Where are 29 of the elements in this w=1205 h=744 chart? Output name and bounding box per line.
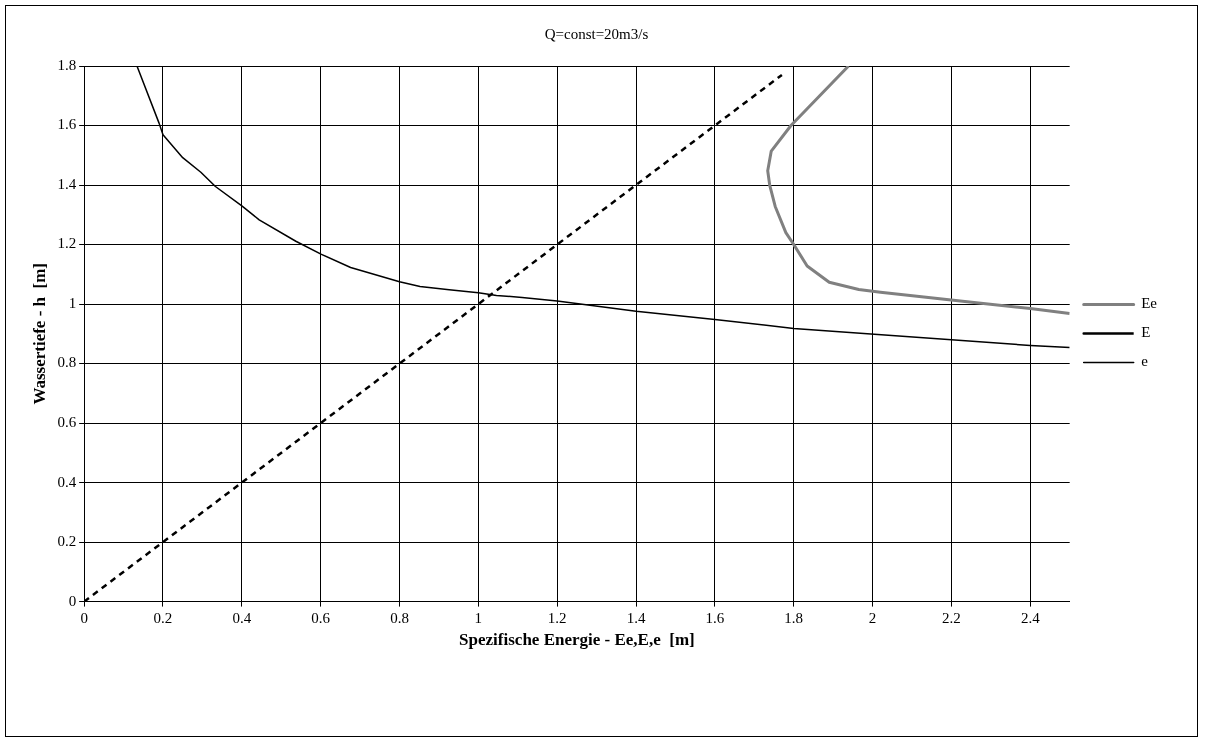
x-tick-label: 0 (80, 609, 88, 626)
y-tick-label: 1.2 (57, 235, 77, 252)
x-tick-label: 2 (868, 609, 877, 626)
y-tick-label: 1.8 (57, 56, 77, 73)
y-tick-label: 0.8 (57, 354, 77, 371)
y-tick-label: 1.6 (57, 116, 77, 133)
legend-label: e (1141, 353, 1149, 370)
legend-label: E (1141, 324, 1151, 341)
x-tick-label: 1.6 (705, 609, 725, 626)
x-tick-label: 2.4 (1020, 609, 1041, 626)
y-tick-label: 0.2 (57, 533, 77, 550)
y-tick-label: 0.6 (57, 414, 77, 430)
x-axis-title: Spezifische Energie - Ee,E,e [m] (459, 630, 695, 650)
y-tick-label: 1.4 (57, 175, 77, 192)
x-tick-label: 0.2 (153, 609, 173, 626)
x-tick-label: 1.2 (547, 609, 567, 626)
y-tick-label: 1 (68, 294, 77, 311)
x-tick-label: 1.4 (626, 609, 646, 626)
legend-label: Ee (1141, 295, 1158, 312)
x-tick-label: 1.8 (784, 609, 804, 626)
x-tick-label: 2.2 (942, 609, 961, 626)
y-axis-title: Wassertiefe - h [m] (29, 262, 49, 405)
x-tick-label: 0.6 (311, 609, 331, 626)
chart-title: Q=const=20m3/s (544, 25, 649, 42)
x-tick-label: 0.4 (232, 609, 252, 626)
x-tick-label: 1 (474, 609, 483, 626)
x-tick-label: 0.8 (390, 609, 409, 626)
y-tick-label: 0.4 (57, 473, 77, 490)
y-tick-label: 0 (68, 592, 77, 609)
